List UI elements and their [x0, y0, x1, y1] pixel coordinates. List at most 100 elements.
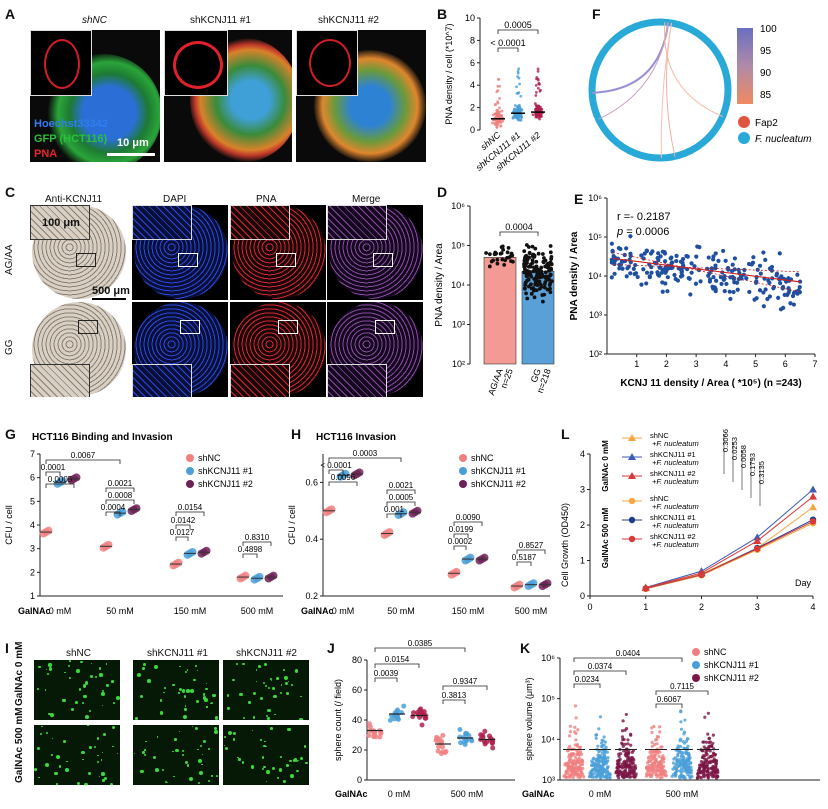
i-sphere — [204, 698, 208, 702]
g-ann-10-bracket — [242, 541, 272, 546]
e-point — [655, 270, 660, 275]
k-point — [595, 773, 599, 777]
c-roi-box — [76, 253, 96, 267]
svgH-point — [341, 469, 350, 478]
k-point — [661, 765, 665, 770]
k-point — [702, 762, 706, 766]
svgH-legend-label: shKCNJ11 #1 — [471, 466, 526, 476]
k-point — [579, 752, 584, 756]
i-sphere — [82, 702, 84, 704]
panel-letter-c: C — [5, 184, 16, 200]
i-sphere — [103, 776, 107, 780]
k-point — [574, 762, 578, 766]
j-point — [371, 728, 377, 734]
e-y-tick-label: 10³ — [589, 310, 602, 320]
i-sphere — [293, 758, 297, 761]
i-row-0mm: GalNAc 0 mM — [14, 641, 25, 706]
l-legend-label: shKCNJ11 #1 — [650, 450, 696, 459]
k-point — [596, 744, 600, 748]
i-sphere — [147, 679, 151, 684]
k-point — [650, 769, 654, 773]
i-sphere — [143, 662, 147, 666]
i-sphere — [174, 738, 177, 741]
i-sphere — [181, 753, 184, 756]
svgG-point — [188, 547, 197, 556]
k-legend-dot — [692, 661, 700, 669]
j-point — [482, 728, 488, 734]
d-point — [523, 280, 528, 285]
e-ci-lower — [612, 264, 801, 273]
e-point — [612, 271, 617, 276]
e-p-symbol: p — [616, 226, 626, 238]
k-point — [623, 742, 627, 746]
b-point — [496, 108, 499, 112]
i-sphere — [215, 775, 218, 778]
h-ann-4-bracket — [386, 489, 416, 494]
d-ann-pvalue: 0.0004 — [505, 222, 533, 232]
i-sphere — [105, 663, 108, 665]
k-point — [657, 769, 661, 773]
i-sphere — [206, 706, 208, 708]
d-point — [484, 251, 489, 255]
g-ann-2-pvalue: 0.0001 — [41, 463, 66, 472]
j-point — [366, 732, 372, 738]
l-y-tick-label: 1 — [580, 556, 585, 566]
e-point — [707, 279, 713, 284]
i-sphere — [291, 684, 293, 687]
f-chord — [660, 22, 673, 158]
l-marker — [809, 485, 817, 493]
e-y-tick-label: 10⁵ — [588, 232, 602, 242]
k-legend-dot — [692, 674, 700, 682]
e-point — [609, 257, 614, 262]
k-point — [630, 750, 634, 754]
i-sphere — [238, 692, 243, 697]
k-point — [647, 759, 651, 763]
c-tissue-image — [230, 205, 326, 300]
e-point — [727, 289, 732, 294]
e-point — [616, 246, 621, 251]
e-point — [649, 270, 654, 275]
k-point — [580, 762, 585, 766]
j-point — [462, 741, 468, 747]
i-sphere — [278, 768, 282, 772]
e-point — [657, 265, 662, 270]
d-point — [522, 249, 527, 254]
g-ann-3-bracket — [45, 483, 75, 488]
i-sphere — [83, 694, 88, 699]
c-tissue-image — [327, 302, 423, 397]
k-point — [672, 757, 676, 761]
d-point — [524, 291, 528, 296]
k-point — [652, 768, 656, 772]
k-point — [603, 756, 608, 761]
d-point — [529, 291, 534, 296]
svgH-point — [413, 506, 422, 515]
k-ann-5-bracket — [655, 703, 683, 708]
j-point — [395, 716, 401, 722]
j-point — [439, 744, 445, 750]
g-ann-11-pvalue: 0.4898 — [238, 545, 263, 554]
k-point — [652, 755, 657, 760]
l-y-tick-label: 0 — [580, 591, 585, 601]
l-legend-label: shKCNJ11 #2 — [650, 469, 696, 478]
e-point — [624, 246, 629, 251]
f-legend-dot — [738, 116, 750, 128]
e-point — [672, 272, 677, 278]
d-point — [524, 243, 529, 247]
k-point — [590, 773, 594, 777]
d-point — [491, 258, 495, 263]
i-sphere — [47, 673, 50, 676]
i-sphere — [267, 686, 270, 689]
k-point — [706, 776, 710, 780]
k-point — [706, 762, 710, 766]
j-point — [419, 722, 425, 728]
e-point — [751, 255, 756, 260]
e-point — [668, 256, 673, 261]
i-sphere — [45, 689, 47, 691]
i-sphere — [266, 770, 271, 775]
l-y-label: Cell Growth (OD450) — [560, 503, 570, 587]
i-sphere — [48, 663, 52, 667]
e-point — [684, 253, 689, 259]
k-point — [684, 749, 688, 753]
b-point — [517, 76, 521, 80]
k-point — [576, 775, 580, 779]
